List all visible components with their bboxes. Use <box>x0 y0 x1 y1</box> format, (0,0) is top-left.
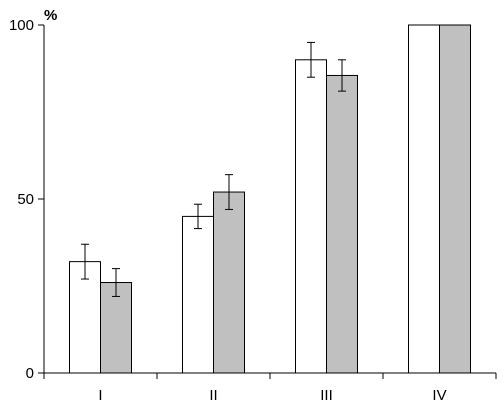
bar-s0-2 <box>295 59 327 374</box>
error-bars <box>81 41 346 297</box>
x-tick-label-0: I <box>98 387 102 404</box>
error-bar-s1-1 <box>225 174 233 210</box>
bar-s1-1 <box>213 191 245 374</box>
error-bar-s1-0 <box>112 268 120 297</box>
error-bar-s1-2 <box>338 59 346 92</box>
error-bar-s0-0 <box>81 243 89 280</box>
x-axis: I II III IV <box>43 372 497 404</box>
x-tick-label-3: IV <box>432 387 446 404</box>
bar-s1-2 <box>326 74 358 374</box>
error-bar-s0-2 <box>307 41 315 78</box>
bars <box>69 24 471 374</box>
bar-s1-3 <box>439 24 471 374</box>
x-tick-label-2: III <box>320 387 333 404</box>
error-bar-s0-1 <box>194 203 202 230</box>
bar-s1-0 <box>100 282 132 374</box>
bar-s0-1 <box>182 215 214 374</box>
x-tick-label-1: II <box>209 387 217 404</box>
y-tick-label-0: 0 <box>26 365 34 382</box>
y-axis: 0 50 100 <box>9 17 45 382</box>
y-tick-label-2: 100 <box>9 17 34 34</box>
y-unit-label: % <box>44 7 57 24</box>
y-tick-label-1: 50 <box>17 191 34 208</box>
bar-s0-3 <box>408 24 440 374</box>
